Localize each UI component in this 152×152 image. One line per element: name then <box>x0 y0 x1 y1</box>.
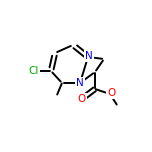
Text: O: O <box>78 94 86 104</box>
Text: N: N <box>76 78 84 88</box>
Text: N: N <box>85 51 93 61</box>
Text: Cl: Cl <box>29 66 39 76</box>
Text: O: O <box>107 88 115 98</box>
